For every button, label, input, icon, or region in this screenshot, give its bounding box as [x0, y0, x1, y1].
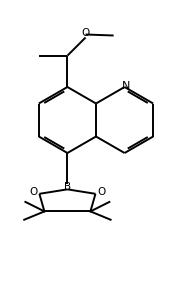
Text: B: B: [64, 182, 71, 192]
Text: O: O: [29, 187, 37, 197]
Text: O: O: [97, 187, 106, 197]
Text: N: N: [121, 81, 130, 91]
Text: O: O: [82, 27, 90, 37]
